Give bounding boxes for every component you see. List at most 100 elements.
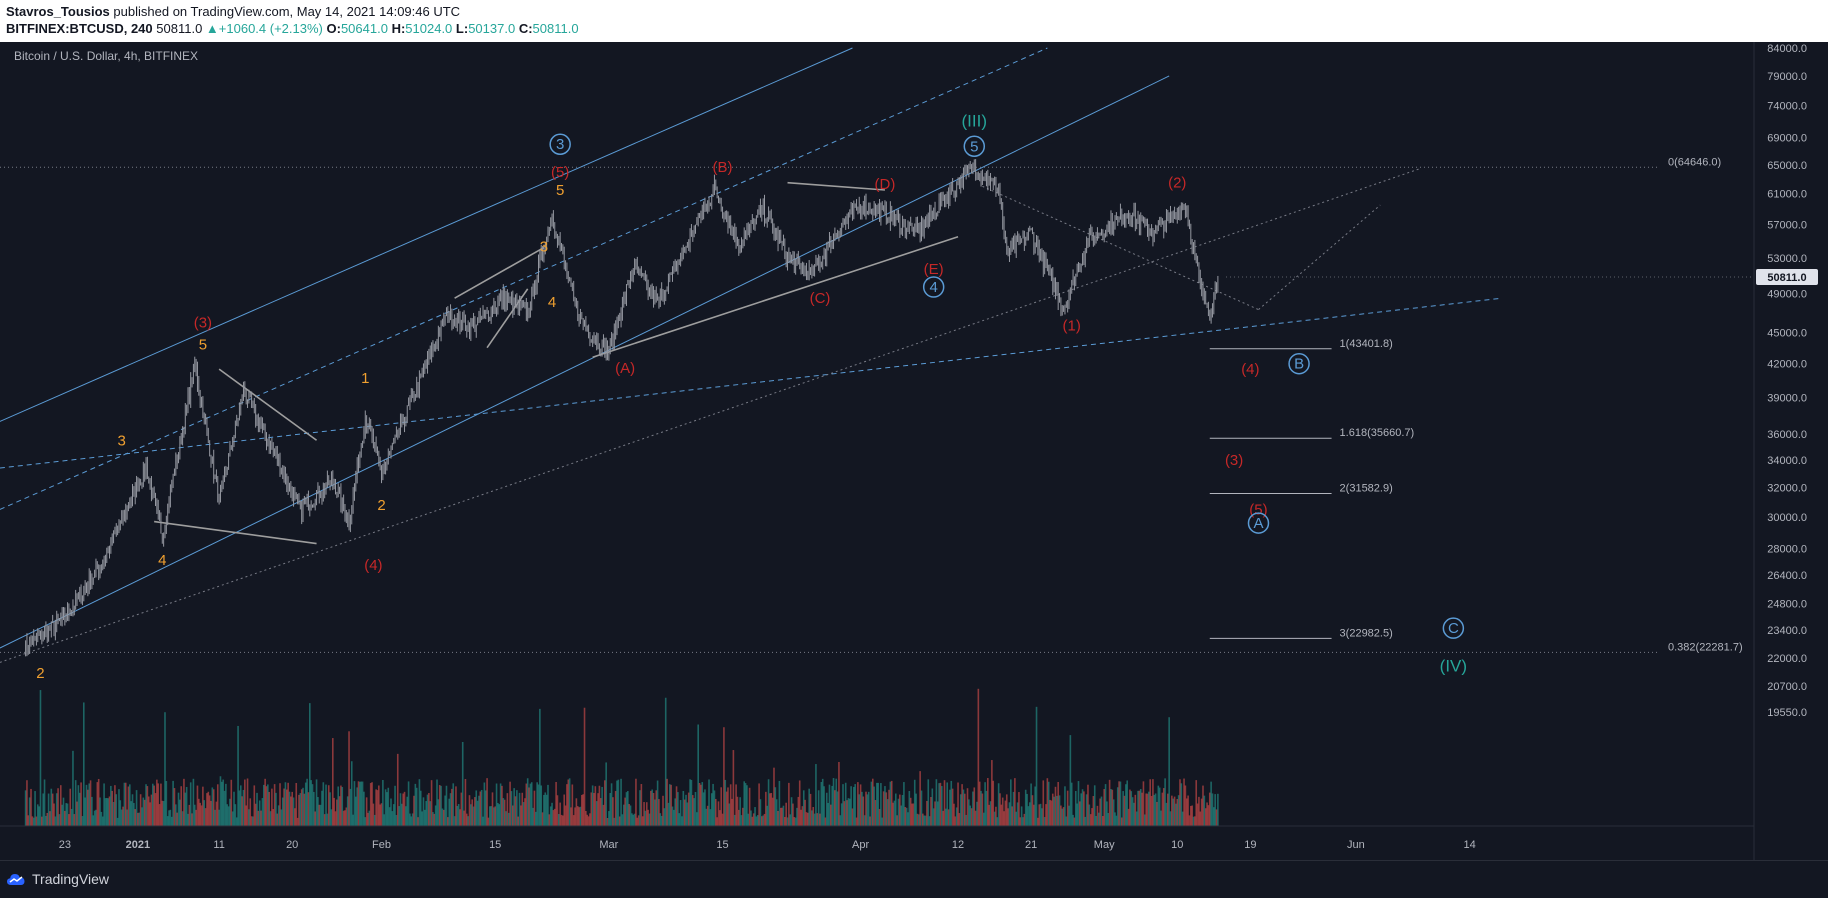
volume-bar [36,804,39,826]
volume-bar [566,784,568,826]
volume-bar [579,806,582,826]
volume-bar [258,800,261,826]
volume-bar [68,814,70,826]
volume-bar [796,807,798,826]
y-tick-label: 69000.0 [1767,133,1807,145]
volume-bar [459,809,461,826]
volume-bar [555,781,557,826]
volume-bar [595,801,598,826]
volume-bar [693,798,695,826]
volume-bar [1112,799,1115,826]
volume-bar [974,810,977,826]
volume-bar [254,803,257,826]
volume-bar [828,784,831,826]
volume-bar [838,761,840,826]
volume-bar [570,807,572,826]
volume-bar [70,808,73,826]
volume-bar [1173,796,1176,826]
volume-bar [1065,816,1068,826]
volume-bar [123,782,126,826]
volume-bar [989,801,992,826]
volume-bar [122,806,124,826]
tradingview-cloud-icon[interactable] [6,871,26,887]
volume-bar [694,791,697,826]
volume-bar [540,785,543,826]
wave-label: (IV) [1440,657,1467,676]
price-chart[interactable]: 0(64646.0) 1(43401.8) 1.618(35660.7) 2(3158… [0,42,1828,860]
volume-bar [830,804,832,826]
volume-bar [518,792,521,826]
volume-bar [474,797,476,826]
volume-bar [794,817,797,826]
volume-bar [981,793,984,826]
volume-bar [1087,784,1089,826]
time-axis[interactable]: 23 2021 11 20 Feb 15 Mar 15 Apr 12 21 May 10 19 Jun 14 [59,839,1476,851]
volume-bar [779,807,782,826]
volume-bar [857,782,859,826]
volume-bar [147,796,150,826]
volume-bar [641,816,644,826]
wave-circle [549,133,571,155]
volume-bar [673,809,675,826]
volume-bar [395,815,398,826]
volume-bar [1035,706,1038,826]
price-axis[interactable]: 84000.0 79000.0 74000.0 69000.0 65000.0 61000… [1767,43,1807,719]
volume-bar [424,809,426,826]
volume-bar [748,787,751,826]
volume-bar [645,802,648,826]
volume-bar [958,813,961,826]
volume-bar [480,789,483,826]
volume-bar [1092,796,1095,826]
volume-bar [353,781,356,826]
volume-bar [805,812,808,826]
volume-bar [712,783,714,826]
volume-bar [662,795,664,826]
volume-bar [1028,802,1031,826]
volume-bar [1041,808,1043,826]
volume-bar [964,793,966,826]
volume-bar [1188,815,1191,826]
volume-bar [64,810,66,826]
volume-bar [1007,808,1009,826]
volume-bar [332,738,334,826]
volume-bar [563,794,566,826]
volume-bar [442,809,445,826]
volume-bar [219,776,222,826]
volume-bar [250,816,253,826]
volume-bar [350,761,353,826]
volume-bar [575,798,578,826]
volume-bar [402,793,404,826]
volume-bar [873,786,875,826]
volume-bar [233,791,235,826]
y-tick-label: 61000.0 [1767,189,1807,201]
channel-upper-line [0,47,853,422]
volume-bar [843,801,846,826]
volume-bar [214,809,216,826]
author-name[interactable]: Stavros_Tousios [6,4,110,19]
volume-bar [965,814,967,826]
volume-bar [1104,784,1107,826]
triangle-top-line [454,246,545,299]
volume-bar [1125,784,1127,826]
wave-label: 2 [377,497,385,514]
volume-bar [1152,779,1154,826]
volume-bar [1172,798,1175,826]
volume-bar [1034,786,1036,826]
volume-bar [1191,805,1193,826]
volume-bar [133,802,135,826]
volume-bar [926,800,928,826]
volume-bar [582,794,584,826]
volume-bar [1072,814,1074,826]
volume-bar [1016,802,1019,826]
tradingview-brand[interactable]: TradingView [32,871,110,887]
volume-bar [257,810,260,826]
volume-bar [545,794,548,826]
volume-bar [1183,778,1185,826]
volume-bar [583,707,586,826]
volume-bar [161,800,164,826]
volume-bar [296,817,299,826]
volume-bar [613,817,616,826]
volume-bar [499,783,502,826]
volume-bar [1103,789,1105,826]
volume-bar [1039,803,1042,826]
